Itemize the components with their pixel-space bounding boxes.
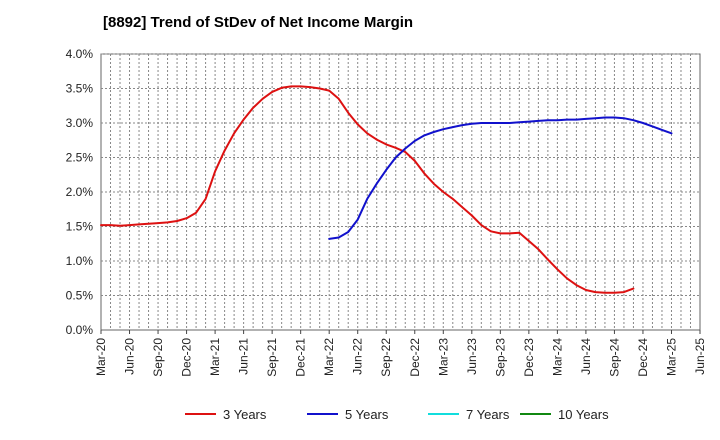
y-tick-label: 0.0%: [66, 323, 94, 337]
series-lines: [100, 85, 673, 294]
y-tick-label: 4.0%: [66, 47, 94, 61]
grid-lines: [101, 53, 700, 330]
y-tick-label: 0.5%: [66, 289, 94, 303]
plot-area: [100, 53, 701, 331]
legend: 3 Years 5 Years 7 Years 10 Years: [185, 407, 609, 422]
y-tick-label: 1.0%: [66, 254, 94, 268]
x-tick-label: Jun-20: [123, 338, 137, 375]
x-tick-label: Mar-21: [208, 338, 222, 376]
y-tick-label: 2.0%: [66, 185, 94, 199]
x-tick-label: Dec-23: [522, 338, 536, 377]
x-tick-label: Dec-20: [180, 338, 194, 377]
x-tick-label: Sep-20: [151, 338, 165, 377]
legend-label: 10 Years: [558, 407, 609, 422]
x-tick-label: Sep-24: [607, 338, 621, 377]
legend-label: 3 Years: [223, 407, 267, 422]
x-tick-label: Mar-25: [664, 338, 678, 376]
plot-background: [101, 54, 700, 330]
y-tick-label: 1.5%: [66, 220, 94, 234]
x-tick-label: Sep-23: [493, 338, 507, 377]
series-line-3-years: [100, 85, 635, 294]
x-tick-label: Mar-24: [550, 338, 564, 376]
legend-label: 7 Years: [466, 407, 510, 422]
y-axis: 0.0% 0.5% 1.0% 1.5% 2.0% 2.5% 3.0% 3.5% 4.0%: [66, 47, 94, 337]
x-tick-label: Jun-23: [465, 338, 479, 375]
x-tick-label: Mar-23: [436, 338, 450, 376]
x-tick-label: Sep-21: [265, 338, 279, 377]
series-line-5-years: [328, 116, 673, 240]
x-tick-label: Jun-25: [693, 338, 707, 375]
y-tick-label: 3.0%: [66, 116, 94, 130]
x-tick-label: Jun-21: [237, 338, 251, 375]
x-tick-label: Dec-24: [636, 338, 650, 377]
x-tick-label: Mar-22: [322, 338, 336, 376]
x-tick-label: Dec-21: [294, 338, 308, 377]
legend-label: 5 Years: [345, 407, 389, 422]
chart-title: [8892] Trend of StDev of Net Income Marg…: [103, 14, 414, 31]
x-tick-label: Jun-22: [351, 338, 365, 375]
x-axis: Mar-20 Jun-20 Sep-20 Dec-20 Mar-21 Jun-21 Sep-…: [94, 330, 707, 377]
x-tick-label: Sep-22: [379, 338, 393, 377]
y-tick-label: 2.5%: [66, 151, 94, 165]
y-tick-label: 3.5%: [66, 82, 94, 96]
x-tick-label: Mar-20: [94, 338, 108, 376]
x-tick-label: Jun-24: [579, 338, 593, 375]
x-tick-label: Dec-22: [408, 338, 422, 377]
